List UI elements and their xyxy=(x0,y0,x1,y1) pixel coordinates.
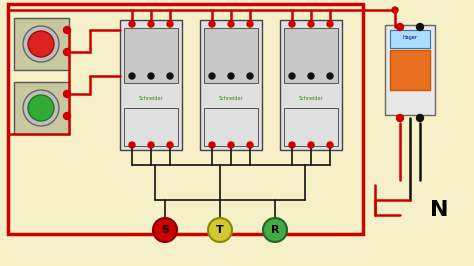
Circle shape xyxy=(308,142,314,148)
Circle shape xyxy=(289,21,295,27)
Circle shape xyxy=(327,21,333,27)
Text: T: T xyxy=(216,225,224,235)
Circle shape xyxy=(148,73,154,79)
Circle shape xyxy=(129,73,135,79)
Circle shape xyxy=(23,90,59,126)
Bar xyxy=(120,20,182,150)
Circle shape xyxy=(28,95,54,121)
Circle shape xyxy=(129,142,135,148)
Circle shape xyxy=(148,21,154,27)
Circle shape xyxy=(417,23,423,31)
Circle shape xyxy=(167,142,173,148)
Bar xyxy=(14,82,69,134)
Circle shape xyxy=(289,73,295,79)
Circle shape xyxy=(148,142,154,148)
Bar xyxy=(200,20,262,150)
Bar xyxy=(280,20,342,150)
Circle shape xyxy=(28,31,54,57)
Circle shape xyxy=(247,21,253,27)
Bar xyxy=(204,28,258,83)
Circle shape xyxy=(228,21,234,27)
Text: Hager: Hager xyxy=(402,35,418,40)
Circle shape xyxy=(64,48,71,56)
Bar xyxy=(124,28,178,83)
Circle shape xyxy=(308,73,314,79)
Bar xyxy=(14,18,69,70)
Circle shape xyxy=(153,218,177,242)
Circle shape xyxy=(64,27,71,34)
Circle shape xyxy=(392,7,398,13)
Text: Schneider: Schneider xyxy=(299,96,323,101)
Circle shape xyxy=(396,23,403,31)
Text: Schneider: Schneider xyxy=(139,96,164,101)
Circle shape xyxy=(289,142,295,148)
Text: Schneider: Schneider xyxy=(219,96,243,101)
Circle shape xyxy=(167,21,173,27)
Circle shape xyxy=(228,73,234,79)
Bar xyxy=(124,108,178,146)
Circle shape xyxy=(167,73,173,79)
Circle shape xyxy=(327,142,333,148)
Circle shape xyxy=(396,114,403,122)
Bar xyxy=(385,25,435,115)
Text: R: R xyxy=(271,225,279,235)
Circle shape xyxy=(208,218,232,242)
Circle shape xyxy=(209,21,215,27)
Circle shape xyxy=(23,26,59,62)
Bar xyxy=(390,30,430,48)
Circle shape xyxy=(64,113,71,119)
Circle shape xyxy=(263,218,287,242)
Circle shape xyxy=(247,142,253,148)
Circle shape xyxy=(209,142,215,148)
Circle shape xyxy=(228,142,234,148)
Circle shape xyxy=(308,21,314,27)
Text: N: N xyxy=(430,200,448,220)
Circle shape xyxy=(209,73,215,79)
Bar xyxy=(390,50,430,90)
Circle shape xyxy=(327,73,333,79)
Circle shape xyxy=(247,73,253,79)
Bar xyxy=(284,28,338,83)
Text: S: S xyxy=(161,225,169,235)
Bar xyxy=(204,108,258,146)
Circle shape xyxy=(64,90,71,98)
Circle shape xyxy=(417,114,423,122)
Bar xyxy=(8,4,363,234)
Circle shape xyxy=(129,21,135,27)
Bar xyxy=(284,108,338,146)
